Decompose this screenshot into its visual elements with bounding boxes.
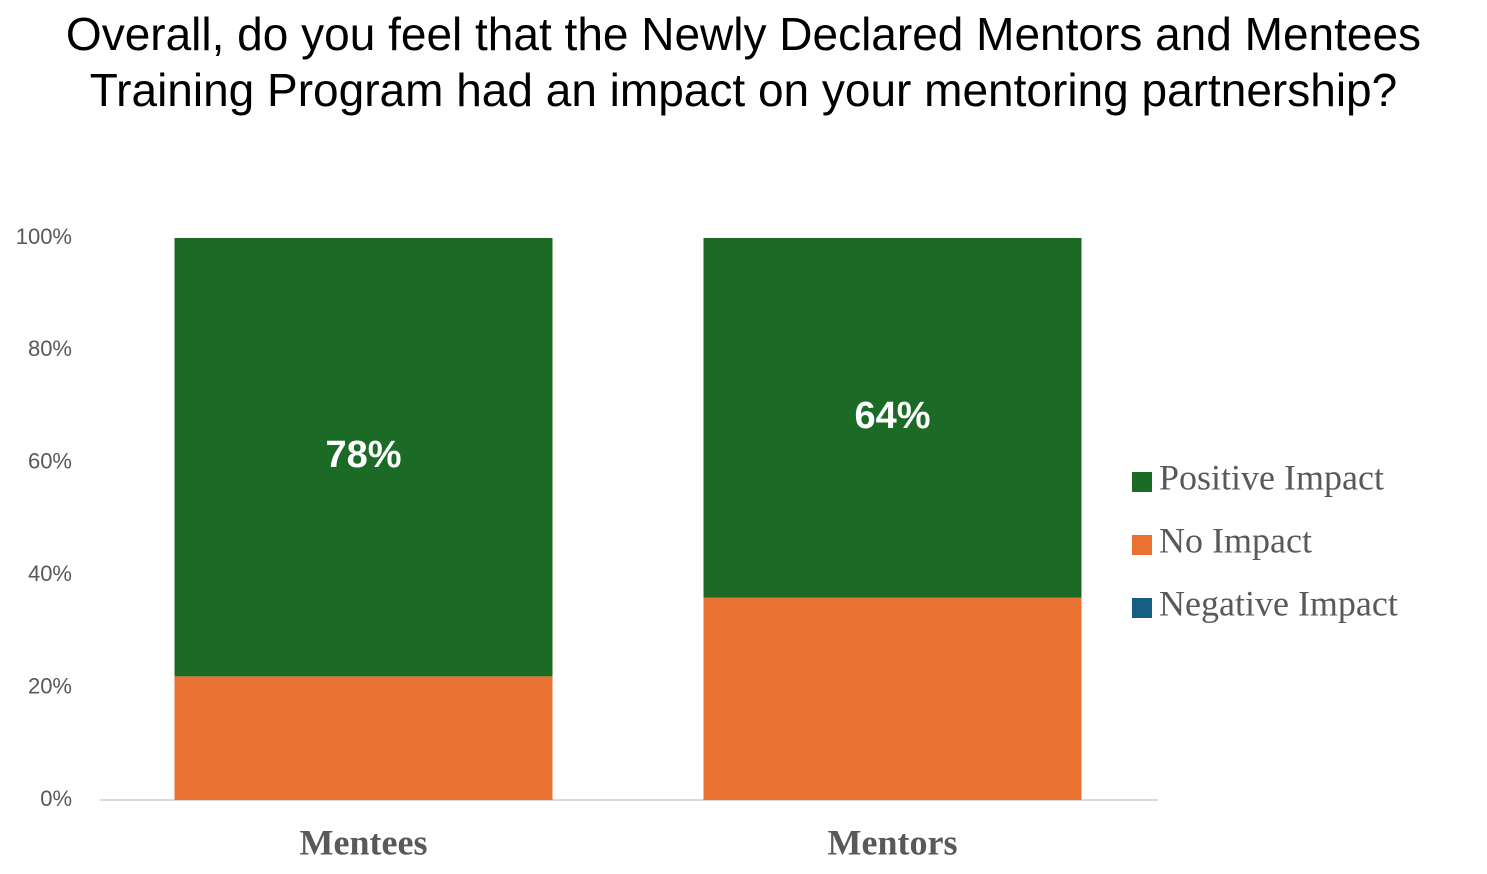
legend-label: Negative Impact <box>1159 583 1398 623</box>
legend-swatch <box>1132 472 1152 492</box>
y-tick-label: 40% <box>28 561 72 586</box>
legend-swatch <box>1132 598 1152 618</box>
data-label: 78% <box>325 434 401 476</box>
y-tick-label: 60% <box>28 449 72 474</box>
legend-label: Positive Impact <box>1159 457 1384 497</box>
legend-swatch <box>1132 535 1152 555</box>
bar-segment <box>174 676 553 800</box>
y-tick-label: 0% <box>40 786 72 811</box>
x-tick-label: Mentees <box>300 822 428 862</box>
y-tick-label: 100% <box>16 224 72 249</box>
x-tick-label: Mentors <box>828 822 958 862</box>
y-tick-label: 80% <box>28 336 72 361</box>
chart-title: Overall, do you feel that the Newly Decl… <box>65 8 1422 116</box>
y-tick-label: 20% <box>28 673 72 698</box>
bar-segment <box>174 238 553 677</box>
bar-segment <box>703 238 1082 598</box>
legend-label: No Impact <box>1159 520 1312 560</box>
bar-segment <box>703 597 1082 800</box>
data-label: 64% <box>854 395 930 437</box>
